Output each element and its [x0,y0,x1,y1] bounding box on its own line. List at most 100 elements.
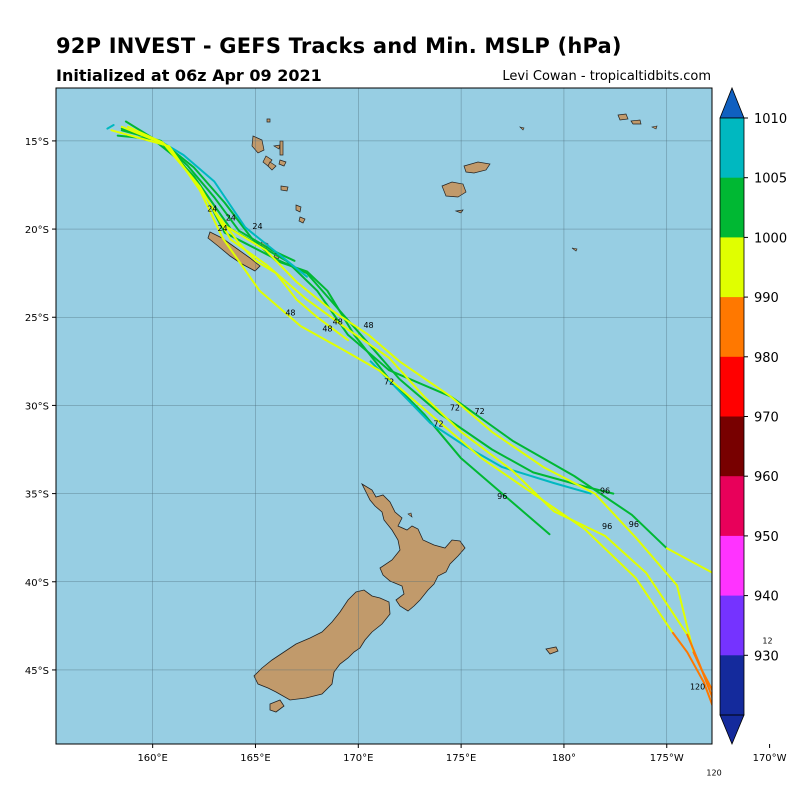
ensemble-track-line [127,125,695,654]
forecast-hour-label: 48 [322,324,332,333]
lon-tick-label: 175°E [446,753,476,764]
lat-tick-label: 30°S [25,401,49,412]
lat-tick-label: 25°S [25,313,49,324]
credit-text: Levi Cowan - tropicaltidbits.com [502,69,711,84]
lat-tick-label: 45°S [25,666,49,677]
ensemble-track-line [692,651,712,692]
forecast-hour-label: 24 [226,213,236,222]
grid-lines [56,88,712,744]
lon-tick-label: 170°E [343,753,373,764]
lat-tick-label: 40°S [25,578,49,589]
forecast-hour-label: 96 [602,522,612,531]
lon-tick-label: 160°E [137,753,167,764]
south-island-land [253,589,391,701]
colorbar-label: 960 [754,470,779,485]
lon-tick-label: 170°W [753,753,787,764]
colorbar-label: 950 [754,530,779,545]
ensemble-track-line [106,124,115,130]
stewart-island-land [269,699,285,713]
forecast-hour-label: 96 [629,520,639,529]
colorbar-segment [720,535,744,597]
colorbar-top-arrow [719,86,745,119]
ensemble-track-line [219,217,349,342]
ensemble-track-line [161,141,308,278]
small-island [407,512,413,518]
fiji-island [463,161,491,174]
ensemble-track-line [110,129,674,634]
colorbar-segment [720,118,744,179]
forecast-hour-label: 24 [217,224,227,233]
vanuatu-island [266,118,271,123]
colorbar-segment [720,476,744,537]
forecast-hour-label: 48 [333,317,343,326]
ensemble-track-line [116,134,615,495]
chatham-island-land [545,646,559,655]
colorbar-label: 930 [754,649,779,664]
vanuatu-island [267,161,277,171]
colorbar-bottom-arrow [719,714,745,746]
colorbar-segment [720,416,744,477]
colorbar-label: 940 [754,590,779,605]
ensemble-track-line [120,127,551,536]
chart-subtitle: Initialized at 06z Apr 09 2021 [56,66,322,85]
forecast-hour-label: 48 [285,308,295,317]
vanuatu-island [280,185,289,192]
forecast-hour-label: 96 [497,492,507,501]
colorbar-label: 1010 [754,112,787,127]
ensemble-track-line [686,633,712,703]
axis-tick-labels: 160°E 165°E 170°E 175°E 180° 175°W 170°W 15°S 20… [25,137,787,764]
colorbar-label: 1005 [754,172,787,187]
map-frame [55,87,713,745]
vanuatu-island [298,216,306,224]
samoa-island [617,113,629,121]
fiji-island [441,181,467,198]
ensemble-tracks [106,120,712,708]
forecast-hour-label: 72 [433,420,443,429]
pressure-colorbar: 1010 1005 1000 990 980 970 960 950 940 930 [719,86,787,746]
forecast-hour-label: 96 [600,487,610,496]
forecast-hour-label: 72 [450,404,460,413]
ocean-background [56,88,712,744]
colorbar-segment [720,595,744,656]
lat-tick-label: 20°S [25,225,49,236]
forecast-hour-label: 24 [207,204,217,213]
colorbar-segment [720,177,744,238]
vanuatu-island [295,204,302,213]
small-island [571,247,578,252]
forecast-hour-label: 72 [384,377,394,386]
vanuatu-island [273,144,281,150]
vanuatu-island [279,140,284,156]
small-island [519,126,525,131]
colorbar-segment [720,297,744,358]
land-layer [207,113,658,713]
colorbar-segment [720,655,744,716]
chart-title: 92P INVEST - GEFS Tracks and Min. MSLP (… [56,34,622,58]
ensemble-track-line [665,547,712,574]
colorbar-segment [720,356,744,417]
vanuatu-island [251,135,265,154]
lon-tick-label: 165°E [240,753,270,764]
colorbar-label: 970 [754,411,779,426]
forecast-hour-label: 120 [690,682,705,691]
north-island-land [361,482,466,612]
colorbar-segment [720,237,744,298]
vanuatu-island [278,159,287,167]
new-caledonia-land [207,231,261,272]
ensemble-track-line [369,360,592,495]
lat-tick-label: 35°S [25,490,49,501]
ensemble-track-line [671,631,712,708]
samoa-island [630,119,642,125]
colorbar-label: 990 [754,291,779,306]
lon-tick-label: 175°W [650,753,684,764]
forecast-hour-label: 48 [363,321,373,330]
forecast-hour-label: 120 [706,769,721,778]
lon-tick-label: 180° [552,753,576,764]
small-island [651,125,658,130]
forecast-hour-label: 24 [252,222,262,231]
colorbar-label: 1000 [754,231,787,246]
lat-tick-label: 15°S [25,137,49,148]
forecast-hour-label: 12 [762,636,772,645]
colorbar-label: 980 [754,351,779,366]
